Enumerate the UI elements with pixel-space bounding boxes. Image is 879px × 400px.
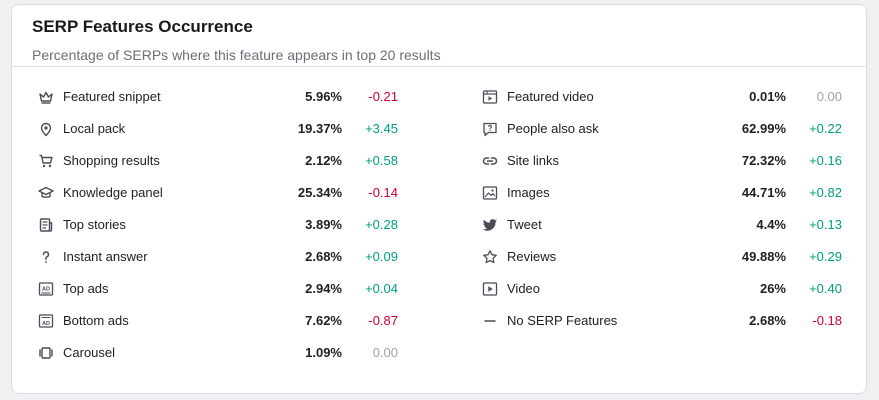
feature-percent: 19.37%: [297, 121, 342, 136]
feature-row: Video 26% +0.40: [482, 273, 842, 305]
feature-delta: 0.00: [816, 89, 842, 104]
feature-delta: +0.29: [809, 249, 842, 264]
feature-delta: +0.04: [365, 281, 398, 296]
bird-icon: [482, 217, 498, 233]
feature-row: People also ask 62.99% +0.22: [482, 113, 842, 145]
feature-label: Images: [507, 185, 550, 200]
feature-percent: 7.62%: [305, 313, 342, 328]
feature-delta: +0.13: [809, 217, 842, 232]
feature-delta: +0.22: [809, 121, 842, 136]
feature-row: Featured snippet 5.96% -0.21: [38, 81, 398, 113]
feature-label: Top stories: [63, 217, 126, 232]
feature-label: Instant answer: [63, 249, 148, 264]
shopping-cart-icon: [38, 153, 54, 169]
feature-delta: +0.16: [809, 153, 842, 168]
serp-features-card: SERP Features Occurrence Percentage of S…: [11, 4, 867, 394]
feature-row: AD Top ads 2.94% +0.04: [38, 273, 398, 305]
features-column-left: Featured snippet 5.96% -0.21 Local pack 19.3…: [38, 81, 398, 369]
graduation-cap-icon: [38, 185, 54, 201]
svg-text:AD: AD: [42, 321, 50, 327]
feature-percent: 25.34%: [297, 185, 342, 200]
feature-label: Site links: [507, 153, 560, 168]
carousel-icon: [38, 345, 54, 361]
feature-row: Knowledge panel 25.34% -0.14: [38, 177, 398, 209]
feature-label: Reviews: [507, 249, 557, 264]
feature-percent: 49.88%: [741, 249, 786, 264]
feature-label: People also ask: [507, 121, 599, 136]
card-header: SERP Features Occurrence Percentage of S…: [12, 5, 866, 67]
ad-top-icon: AD: [38, 281, 54, 297]
question-bubble-icon: [482, 121, 498, 137]
feature-row: Reviews 49.88% +0.29: [482, 241, 842, 273]
feature-label: Top ads: [63, 281, 109, 296]
ad-bottom-icon: AD: [38, 313, 54, 329]
feature-label: Video: [507, 281, 541, 296]
feature-row: Featured video 0.01% 0.00: [482, 81, 842, 113]
feature-percent: 2.12%: [305, 153, 342, 168]
dash-icon: [482, 313, 498, 329]
feature-delta: -0.87: [368, 313, 398, 328]
question-mark-icon: [38, 249, 54, 265]
feature-delta: +0.40: [809, 281, 842, 296]
feature-percent: 62.99%: [741, 121, 786, 136]
feature-delta: -0.21: [368, 89, 398, 104]
feature-delta: +0.82: [809, 185, 842, 200]
image-icon: [482, 185, 498, 201]
feature-row: Instant answer 2.68% +0.09: [38, 241, 398, 273]
card-title: SERP Features Occurrence: [32, 17, 253, 36]
feature-delta: -0.14: [368, 185, 398, 200]
feature-label: Knowledge panel: [63, 185, 163, 200]
feature-row: Shopping results 2.12% +0.58: [38, 145, 398, 177]
link-icon: [482, 153, 498, 169]
feature-label: Featured snippet: [63, 89, 161, 104]
feature-label: Local pack: [63, 121, 126, 136]
feature-row: AD Bottom ads 7.62% -0.87: [38, 305, 398, 337]
feature-percent: 1.09%: [305, 345, 342, 360]
video-frame-icon: [482, 89, 498, 105]
feature-label: Featured video: [507, 89, 594, 104]
feature-delta: +0.28: [365, 217, 398, 232]
feature-percent: 26%: [759, 281, 786, 296]
feature-percent: 2.68%: [749, 313, 786, 328]
card-subtitle: Percentage of SERPs where this feature a…: [32, 47, 441, 63]
feature-label: No SERP Features: [507, 313, 618, 328]
feature-percent: 3.89%: [305, 217, 342, 232]
feature-row: Carousel 1.09% 0.00: [38, 337, 398, 369]
feature-label: Carousel: [63, 345, 116, 360]
feature-percent: 0.01%: [749, 89, 786, 104]
crown-icon: [38, 89, 54, 105]
svg-text:AD: AD: [42, 287, 50, 293]
feature-delta: +0.09: [365, 249, 398, 264]
feature-percent: 4.4%: [756, 217, 786, 232]
feature-label: Shopping results: [63, 153, 160, 168]
feature-row: No SERP Features 2.68% -0.18: [482, 305, 842, 337]
feature-percent: 5.96%: [305, 89, 342, 104]
feature-delta: 0.00: [372, 345, 398, 360]
features-column-right: Featured video 0.01% 0.00 People also ask 62…: [482, 81, 842, 337]
feature-row: Images 44.71% +0.82: [482, 177, 842, 209]
feature-delta: +0.58: [365, 153, 398, 168]
feature-percent: 72.32%: [741, 153, 786, 168]
feature-label: Tweet: [507, 217, 542, 232]
map-pin-icon: [38, 121, 54, 137]
feature-label: Bottom ads: [63, 313, 129, 328]
feature-percent: 2.94%: [305, 281, 342, 296]
newspaper-icon: [38, 217, 54, 233]
feature-row: Local pack 19.37% +3.45: [38, 113, 398, 145]
feature-row: Site links 72.32% +0.16: [482, 145, 842, 177]
feature-row: Tweet 4.4% +0.13: [482, 209, 842, 241]
feature-percent: 44.71%: [741, 185, 786, 200]
feature-row: Top stories 3.89% +0.28: [38, 209, 398, 241]
play-icon: [482, 281, 498, 297]
feature-percent: 2.68%: [305, 249, 342, 264]
star-icon: [482, 249, 498, 265]
feature-delta: +3.45: [365, 121, 398, 136]
feature-delta: -0.18: [812, 313, 842, 328]
